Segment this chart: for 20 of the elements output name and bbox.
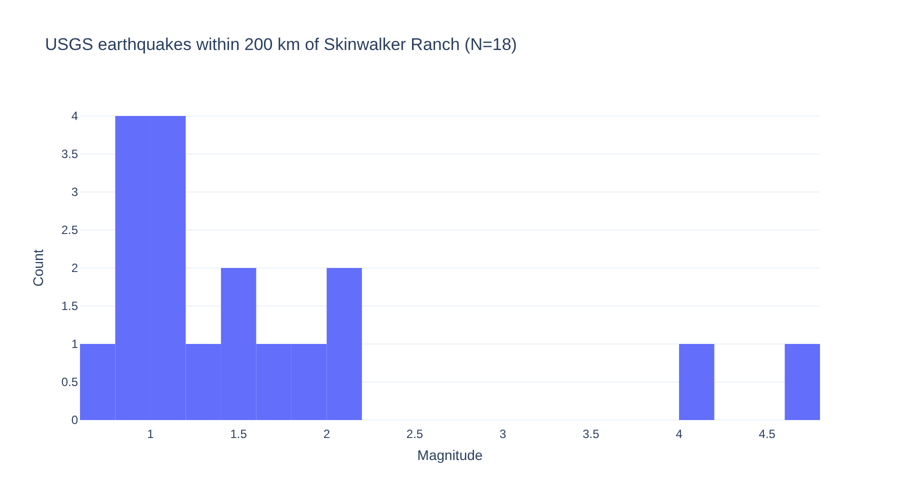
x-tick-label: 4.5 [758, 427, 776, 442]
y-tick-label: 2.5 [61, 223, 78, 238]
y-tick-label: 3.5 [61, 147, 78, 162]
y-tick-label: 3 [71, 185, 78, 200]
y-tick-label: 2 [71, 261, 78, 276]
x-tick-label: 3 [500, 427, 507, 442]
x-tick-label: 2.5 [406, 427, 424, 442]
x-tick-label: 3.5 [582, 427, 600, 442]
chart-title: USGS earthquakes within 200 km of Skinwalker Ranch (N=18) [45, 35, 517, 54]
y-tick-label: 4 [71, 109, 78, 124]
y-axis-title: Count [30, 249, 46, 287]
x-axis-title: Magnitude [417, 447, 483, 463]
x-tick-label: 1 [147, 427, 154, 442]
y-tick-label: 0 [71, 413, 78, 428]
y-tick-label: 0.5 [61, 375, 78, 390]
x-tick-label: 1.5 [230, 427, 248, 442]
y-tick-label: 1.5 [61, 299, 78, 314]
x-tick-label: 2 [323, 427, 330, 442]
x-tick-label: 4 [676, 427, 683, 442]
y-tick-label: 1 [71, 337, 78, 352]
